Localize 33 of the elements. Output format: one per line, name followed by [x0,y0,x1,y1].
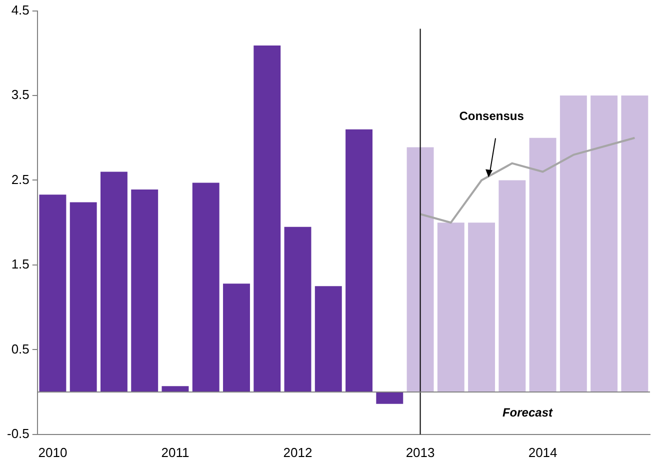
y-tick-label: 0.5 [11,341,30,356]
x-tick-label: 2013 [406,444,435,460]
bar [162,386,189,392]
bar [223,284,250,392]
bar [621,96,648,392]
x-tick-label: 2014 [528,444,558,460]
bar [346,129,372,392]
bar [39,194,66,392]
bar [254,46,281,392]
text: Consensus [459,109,524,124]
bar [498,180,526,392]
x-tick-label: 2012 [283,444,312,460]
y-tick-label: 1.5 [11,256,30,272]
bar [590,96,618,392]
bar [284,226,312,392]
bar [560,96,587,392]
bar [131,190,158,392]
bar [70,202,97,392]
bar [437,222,464,392]
bar [468,222,496,392]
x-tick-label: 2011 [161,444,190,460]
bar [192,182,220,392]
y-tick-label: 4.5 [11,2,30,18]
x-tick-label: 2010 [38,444,68,460]
bar [314,286,342,392]
bar [529,138,556,392]
y-tick-label: -0.5 [6,426,30,441]
y-tick-label: 2.5 [11,172,30,187]
bar [406,147,434,392]
bar [100,172,128,392]
annotation: Forecast [502,406,554,420]
y-tick-label: 3.5 [11,87,30,102]
bar [376,392,404,404]
